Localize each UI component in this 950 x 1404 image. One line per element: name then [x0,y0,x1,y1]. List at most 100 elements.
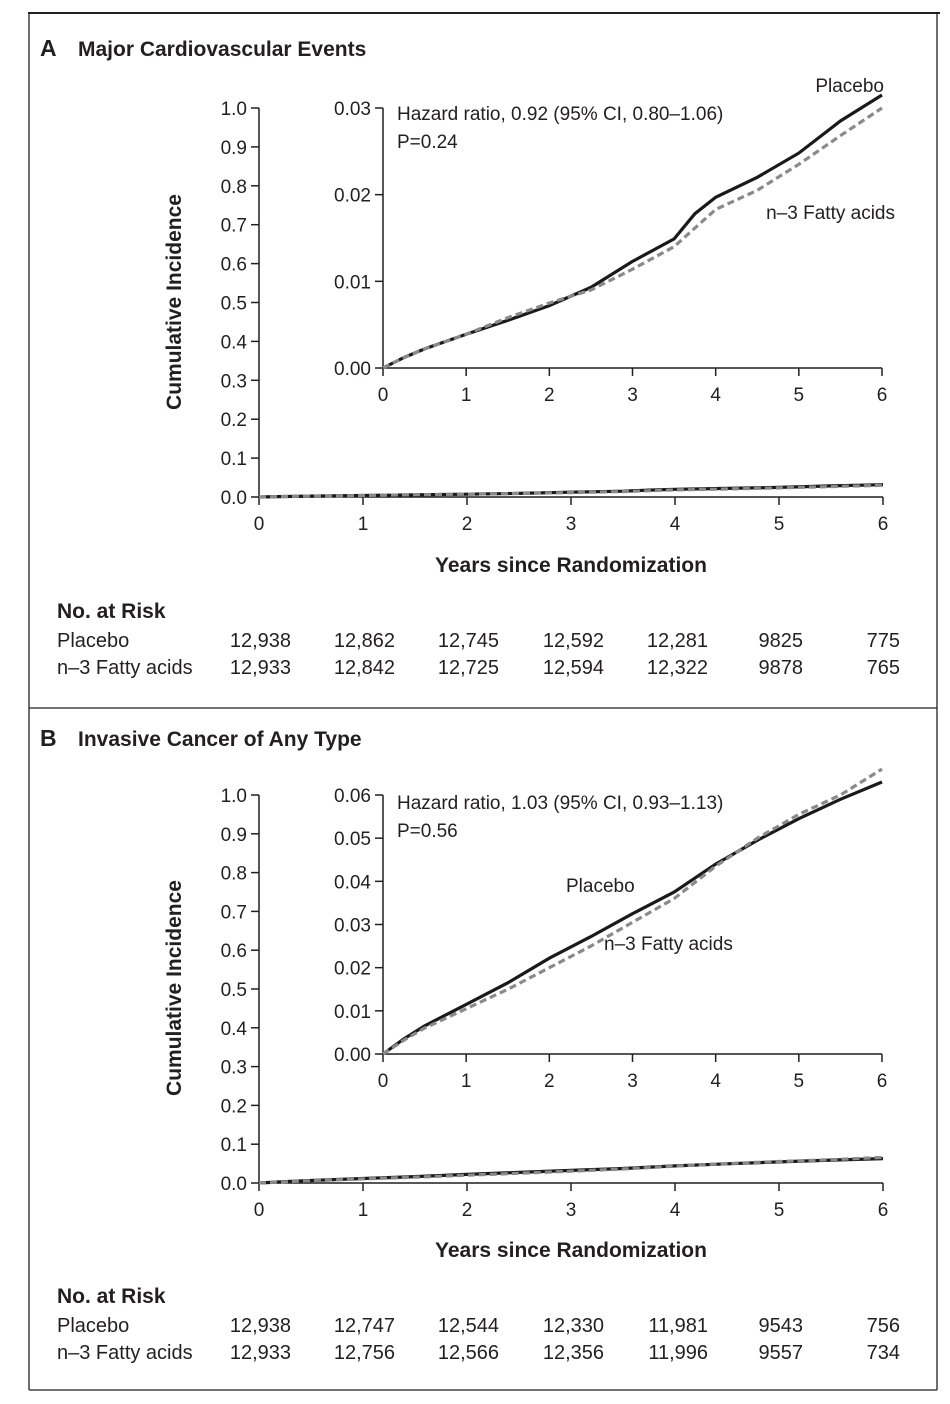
panel-b-inset-y-tick-label: 0.03 [334,916,371,937]
panel-a-inset-x-tick-label: 2 [544,385,555,406]
panel-b-title: Invasive Cancer of Any Type [78,728,362,751]
panel-a-risk-cell: 12,725 [438,657,499,679]
panel-b-risk-cell: 756 [867,1315,900,1337]
panel-b-inset-x-tick-label: 5 [794,1071,805,1092]
panel-b-main-y-tick-label: 0.4 [221,1019,248,1040]
panel-a-main-x-tick-label: 2 [462,514,473,535]
panel-a-risk-cell: 12,938 [230,630,291,652]
panel-b-inset-y-tick-label: 0.06 [334,786,371,807]
panel-b-main-y-tick-label: 0.1 [221,1135,247,1156]
panel-a-inset-y-tick-label: 0.01 [334,272,371,293]
panel-a-main-y-tick-label: 0.7 [221,216,247,237]
panel-a-title: Major Cardiovascular Events [78,38,366,61]
panel-a-risk-cell: 12,281 [647,630,708,652]
panel-a-fatty-label: n–3 Fatty acids [766,203,895,224]
panel-a-main-x-tick-label: 6 [878,514,889,535]
panel-a-main-x-tick-label: 1 [358,514,369,535]
panel-a-risk-cell: 12,745 [438,630,499,652]
panel-a-x-axis-title: Years since Randomization [435,554,707,577]
panel-b-inset-placebo-line [382,780,883,1056]
panel-b-risk-header: No. at Risk [57,1285,166,1308]
panel-b-risk-cell: 12,544 [438,1315,499,1337]
panel-a-main-x-tick-label: 0 [254,514,265,535]
panel-a-main-y-tick-label: 0.5 [221,294,247,315]
panel-a-inset-fatty-line [382,106,883,370]
panel-b-main-y-tick-label: 0.9 [221,825,247,846]
panel-a-inset-y-tick-label: 0.00 [334,359,371,380]
panel-b-risk-cell: 11,981 [648,1315,708,1337]
panel-b-risk-cell: 12,747 [334,1315,395,1337]
panel-a-main-y-tick-label: 0.8 [221,177,247,198]
panel-b-inset-x-tick-label: 4 [710,1071,721,1092]
panel-a-hazard-ratio: Hazard ratio, 0.92 (95% CI, 0.80–1.06) [397,104,723,125]
panel-a-inset-x-tick-label: 4 [710,385,721,406]
panel-a-main-fatty-line [258,483,884,499]
panel-a-risk-fatty-label: n–3 Fatty acids [57,657,193,679]
panel-b-hazard-ratio: Hazard ratio, 1.03 (95% CI, 0.93–1.13) [397,793,723,814]
panel-a-plot: 0.0 0.1 0.2 0.3 0.4 0.5 0.6 0.7 0.8 0.9 1.0 0 1 2 3 4 5 6… [221,93,900,679]
panel-b-inset-y-tick-label: 0.02 [334,959,371,980]
panel-b-main-y-tick-label: 0.7 [221,902,247,923]
panel-a-risk-cell: 12,842 [334,657,395,679]
panel-a-main-y-tick-label: 0.1 [221,449,247,470]
panel-b-main-x-tick-label: 2 [462,1200,473,1221]
panel-a-letter: A [40,35,57,61]
panel-b-risk-cell: 12,938 [230,1315,291,1337]
panel-a: A Major Cardiovascular Events Cumulative… [40,35,895,679]
panel-b-main-x-tick-label: 4 [670,1200,681,1221]
panel-b-inset-x-tick-label: 1 [461,1071,472,1092]
panel-a-inset-x-tick-label: 5 [794,385,805,406]
panel-b-inset-y-tick-label: 0.05 [334,829,371,850]
panel-a-p-value: P=0.24 [397,132,458,153]
panel-a-y-axis-title: Cumulative Incidence [163,194,186,410]
panel-a-inset-x-tick-label: 6 [877,385,888,406]
panel-a-main-y-tick-label: 0.0 [221,488,247,509]
panel-b-risk-cell: 9557 [759,1342,804,1364]
panel-b-risk-cell: 12,566 [438,1342,499,1364]
panel-a-risk-placebo-label: Placebo [57,630,129,652]
panel-a-risk-cell: 12,592 [543,630,604,652]
panel-b-main-y-tick-label: 0.5 [221,980,247,1001]
panel-a-inset-y-tick-label: 0.02 [334,186,371,207]
panel-b-main-x-tick-label: 5 [774,1200,785,1221]
panel-b-risk-cell: 12,756 [334,1342,395,1364]
panel-b-main-y-tick-label: 0.3 [221,1058,247,1079]
panel-a-risk-cell: 765 [867,657,900,679]
panel-b-inset-x-tick-label: 6 [877,1071,888,1092]
panel-a-main-y-tick-label: 0.9 [221,138,247,159]
panel-a-main-y-tick-label: 0.6 [221,255,247,276]
panel-b-inset-fatty-line [382,767,883,1056]
panel-a-risk-cell: 12,322 [647,657,708,679]
panel-a-risk-cell: 12,862 [334,630,395,652]
panel-b-risk-placebo-label: Placebo [57,1315,129,1337]
panel-b: B Invasive Cancer of Any Type Cumulative… [40,725,733,1364]
panel-b-inset-y-tick-label: 0.04 [334,872,371,893]
panel-b-inset-x-tick-label: 3 [627,1071,638,1092]
panel-b-risk-cell: 9543 [759,1315,804,1337]
panel-b-risk-cell: 12,330 [543,1315,604,1337]
panel-a-inset-y-tick-label: 0.03 [334,99,371,120]
panel-b-plot: 0.0 0.1 0.2 0.3 0.4 0.5 0.6 0.7 0.8 0.9 1.0 0 1 2 3 4 5 6… [221,767,900,1364]
panel-b-main-y-tick-label: 0.2 [221,1096,247,1117]
panel-a-main-x-tick-label: 3 [566,514,577,535]
panel-b-main-y-tick-label: 0.0 [221,1174,247,1195]
panel-a-inset-x-tick-label: 0 [378,385,389,406]
panel-a-main-y-tick-label: 0.3 [221,371,247,392]
panel-a-main-y-tick-label: 0.2 [221,410,247,431]
panel-b-risk-cell: 11,996 [648,1342,708,1364]
panel-b-letter: B [40,725,57,751]
panel-b-main-fatty-line [258,1155,884,1185]
panel-a-inset-x-tick-label: 1 [461,385,472,406]
panel-b-risk-cell: 12,933 [230,1342,291,1364]
panel-a-inset-placebo-line [382,93,883,370]
panel-a-risk-cell: 775 [867,630,900,652]
panel-a-risk-cell: 12,594 [543,657,604,679]
panel-b-fatty-label: n–3 Fatty acids [604,934,733,955]
panel-a-main-x-tick-label: 5 [774,514,785,535]
panel-b-inset-y-tick-label: 0.00 [334,1045,371,1066]
panel-b-main-y-tick-label: 0.8 [221,864,247,885]
panel-b-main-x-tick-label: 3 [566,1200,577,1221]
panel-a-risk-cell: 9825 [759,630,804,652]
panel-b-main-x-tick-label: 1 [358,1200,369,1221]
panel-b-p-value: P=0.56 [397,821,458,842]
